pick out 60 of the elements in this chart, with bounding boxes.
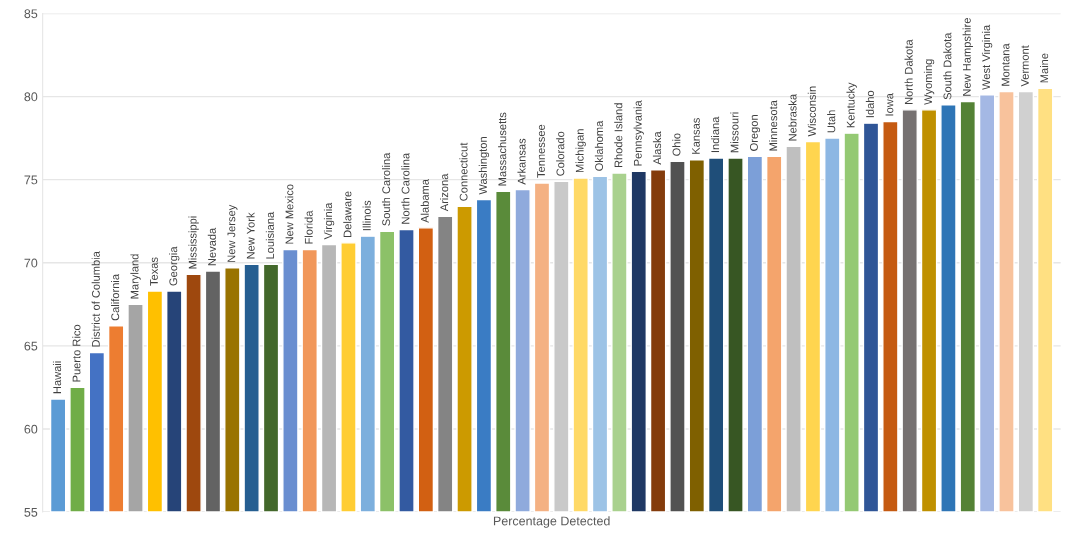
x-tick-label: Texas — [150, 257, 158, 286]
y-tick-label: 75 — [24, 175, 38, 185]
x-tick-label: Georgia — [169, 246, 180, 286]
x-tick-label: North Dakota — [904, 39, 913, 104]
x-tick-label: North Carolina — [401, 152, 410, 224]
x-tick-label: Washington — [478, 137, 490, 195]
y-tick-label: 65 — [24, 341, 38, 351]
x-tick-label: New Hampshire — [962, 18, 973, 96]
x-tick-label: Kansas — [692, 118, 700, 154]
x-tick-label: Connecticut — [459, 142, 468, 201]
x-tick-label: Maryland — [130, 254, 141, 299]
x-tick-label: Illinois — [362, 200, 371, 231]
x-tick-label: Delaware — [343, 191, 352, 237]
x-tick-label: Colorado — [556, 131, 565, 176]
x-tick-label: Arkansas — [517, 138, 526, 185]
x-tick-label: Indiana — [710, 116, 720, 153]
x-tick-label: Mississippi — [188, 216, 199, 269]
x-tick-label: Puerto Rico — [72, 324, 81, 382]
x-tick-label: Oregon — [749, 115, 761, 151]
x-tick-label: Wisconsin — [807, 86, 816, 137]
y-tick-label: 80 — [24, 92, 38, 102]
x-tick-label: Michigan — [575, 129, 586, 173]
y-tick-label: 70 — [24, 258, 38, 268]
x-tick-label: South Carolina — [381, 152, 391, 226]
x-tick-label: Louisiana — [265, 211, 274, 259]
x-tick-label: Alabama — [420, 179, 429, 223]
x-tick-label: West Virginia — [981, 24, 993, 90]
x-tick-label: Tennessee — [537, 124, 545, 178]
x-tick-label: Virginia — [323, 202, 335, 240]
x-tick-label: New York — [246, 212, 255, 259]
x-tick-label: Florida — [304, 210, 313, 244]
x-tick-label: Minnesota — [769, 100, 778, 151]
y-tick-label: 55 — [24, 507, 38, 517]
x-tick-label: Massachusetts — [498, 112, 507, 186]
x-tick-label: New Jersey — [227, 204, 238, 262]
x-tick-label: Missouri — [730, 112, 739, 153]
x-tick-label: Nevada — [207, 227, 216, 266]
x-tick-label: South Dakota — [943, 32, 952, 100]
x-axis-title: Percentage Detected — [493, 516, 610, 528]
x-tick-label: California — [111, 274, 120, 321]
y-tick-label: 85 — [24, 9, 38, 19]
x-tick-label: Utah — [827, 110, 836, 133]
x-tick-label: Hawaii — [52, 361, 62, 394]
x-tick-label: Nebraska — [788, 93, 797, 141]
x-tick-label: Iowa — [885, 93, 894, 116]
x-tick-label: Wyoming — [923, 59, 935, 105]
x-tick-label: Idaho — [865, 90, 874, 118]
x-tick-label: Pennsylvania — [633, 100, 644, 166]
x-tick-label: Ohio — [672, 133, 681, 156]
x-tick-label: Arizona — [440, 173, 449, 212]
x-tick-label: Oklahoma — [594, 120, 604, 171]
x-tick-label: Kentucky — [846, 82, 857, 128]
x-tick-label: Vermont — [1021, 45, 1029, 87]
x-tick-label: Alaska — [652, 131, 662, 165]
x-tick-label: District of Columbia — [91, 251, 100, 347]
x-tick-label: Montana — [1001, 43, 1010, 86]
x-tick-label: New Mexico — [285, 184, 294, 244]
x-tick-label: Rhode Island — [614, 103, 623, 168]
y-tick-label: 60 — [24, 424, 38, 434]
x-tick-label: Maine — [1040, 53, 1049, 83]
